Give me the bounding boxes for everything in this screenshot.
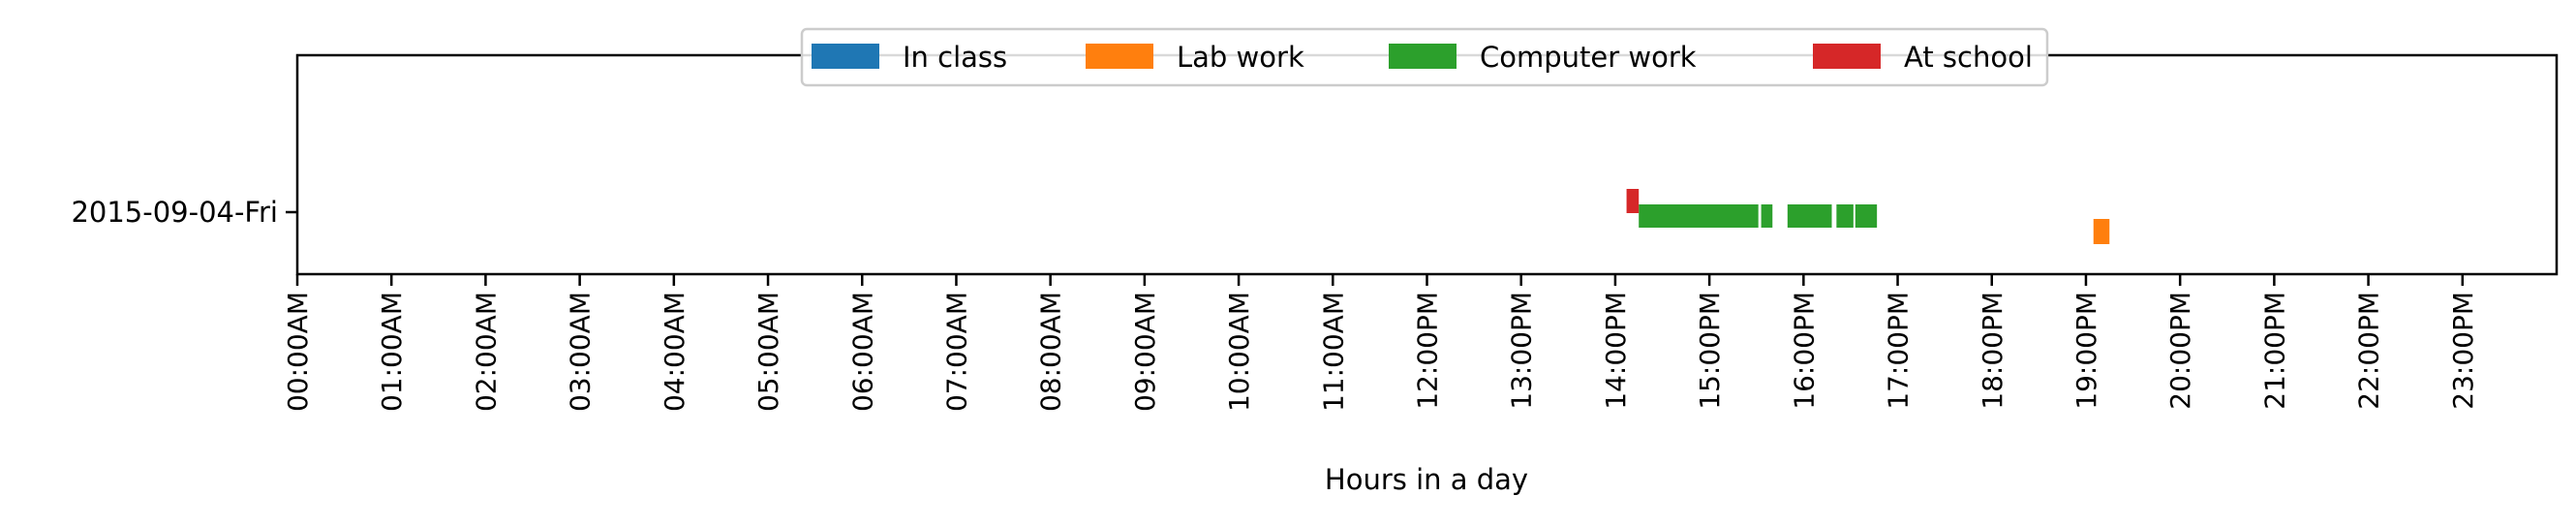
legend-label-computer-work: Computer work [1480,41,1697,74]
x-tick-label: 07:00AM [940,292,972,412]
x-tick-label: 03:00AM [565,292,597,412]
x-axis: 00:00AM 01:00AM 02:00AM 03:00AM 04:00AM 05:00… [282,274,2479,412]
x-tick-label: 23:00PM [2447,292,2479,410]
x-tick-label: 02:00AM [470,292,502,412]
legend-swatch-at-school [1813,44,1881,69]
x-tick-label: 19:00PM [2070,292,2102,410]
x-tick-label: 09:00AM [1129,292,1161,412]
bars-layer [1626,189,2110,244]
legend-swatch-in-class [812,44,879,69]
legend-label-at-school: At school [1904,41,2033,74]
x-axis-title: Hours in a day [1325,463,1528,496]
x-tick-label: 16:00PM [1788,292,1820,410]
x-tick-label: 14:00PM [1600,292,1632,410]
bar-lab-work [2093,219,2110,244]
legend-label-lab-work: Lab work [1177,41,1304,74]
bar-computer-work [1639,204,1759,228]
bar-computer-work [1787,204,1832,228]
bar-at-school [1626,189,1640,213]
legend: In class Lab work Computer work At school [800,27,2049,87]
legend-swatch-lab-work [1086,44,1153,69]
x-tick-label: 15:00PM [1694,292,1726,410]
legend-swatch-computer-work [1389,44,1457,69]
x-tick-label: 11:00AM [1317,292,1349,412]
bar-computer-work [1761,204,1773,228]
x-tick-label: 00:00AM [282,292,314,412]
x-tick-label: 17:00PM [1883,292,1915,410]
x-tick-label: 18:00PM [1977,292,2009,410]
x-tick-label: 06:00AM [846,292,878,412]
x-tick-label: 21:00PM [2258,292,2290,410]
x-tick-label: 05:00AM [752,292,784,412]
plot-frame [295,53,2559,276]
bar-computer-work [1836,204,1854,228]
y-tick-label: 2015-09-04-Fri [71,196,278,229]
x-tick-label: 10:00AM [1223,292,1255,412]
legend-label-in-class: In class [903,41,1007,74]
x-tick-label: 08:00AM [1035,292,1067,412]
x-tick-label: 20:00PM [2164,292,2196,410]
x-tick-label: 04:00AM [659,292,690,412]
x-tick-label: 13:00PM [1506,292,1538,410]
y-axis: 2015-09-04-Fri [71,196,297,229]
bar-computer-work [1855,204,1878,228]
x-tick-label: 01:00AM [376,292,408,412]
x-tick-label: 22:00PM [2353,292,2385,410]
x-tick-label: 12:00PM [1412,292,1444,410]
